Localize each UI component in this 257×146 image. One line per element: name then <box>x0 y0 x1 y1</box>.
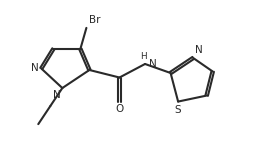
Text: N: N <box>195 45 203 55</box>
Text: O: O <box>115 104 124 114</box>
Text: H: H <box>140 52 147 61</box>
Text: N: N <box>31 64 39 73</box>
Text: N: N <box>149 59 157 69</box>
Text: S: S <box>175 105 181 115</box>
Text: Br: Br <box>89 15 100 26</box>
Text: N: N <box>53 89 61 100</box>
